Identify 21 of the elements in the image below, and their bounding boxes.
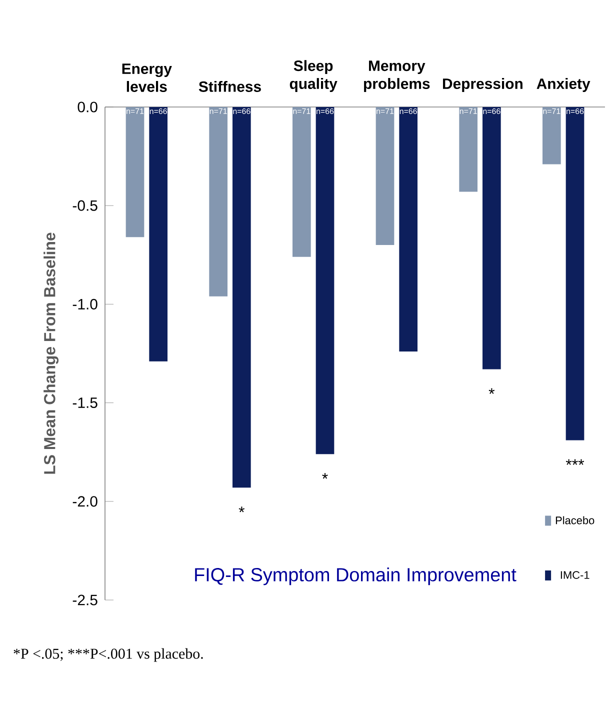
x-tick-label: Memory problems bbox=[364, 60, 430, 92]
y-tick-label: -2.5 bbox=[72, 594, 98, 606]
text: FIQ-R Symptom Domain Improvement bbox=[195, 568, 516, 586]
y-tick-label: -1.5 bbox=[72, 398, 98, 408]
x-tick-label: Sleep quality bbox=[290, 60, 338, 92]
x-tick-label: Energy levels bbox=[122, 64, 172, 92]
legend-label: IMC-1 bbox=[560, 571, 590, 579]
text: *P <.05; ***P<.001 vs placebo. bbox=[14, 648, 203, 662]
annotation: * bbox=[322, 473, 328, 479]
x-tick-label: Depression bbox=[443, 78, 522, 92]
y-tick-label: -1.0 bbox=[72, 298, 98, 310]
y-tick-label: -0.5 bbox=[72, 200, 98, 211]
annotation: * bbox=[488, 388, 495, 394]
legend-label: Placebo bbox=[556, 516, 594, 524]
y-axis-title: LS Mean Change From Baseline bbox=[44, 232, 59, 474]
x-tick-label: Anxiety bbox=[536, 78, 590, 92]
annotation: * bbox=[238, 506, 245, 512]
y-tick-label: 0.0 bbox=[78, 102, 98, 112]
x-tick-label: Stiffness bbox=[198, 81, 261, 92]
annotation: *** bbox=[566, 459, 584, 465]
y-tick-label: -2.0 bbox=[72, 496, 98, 507]
